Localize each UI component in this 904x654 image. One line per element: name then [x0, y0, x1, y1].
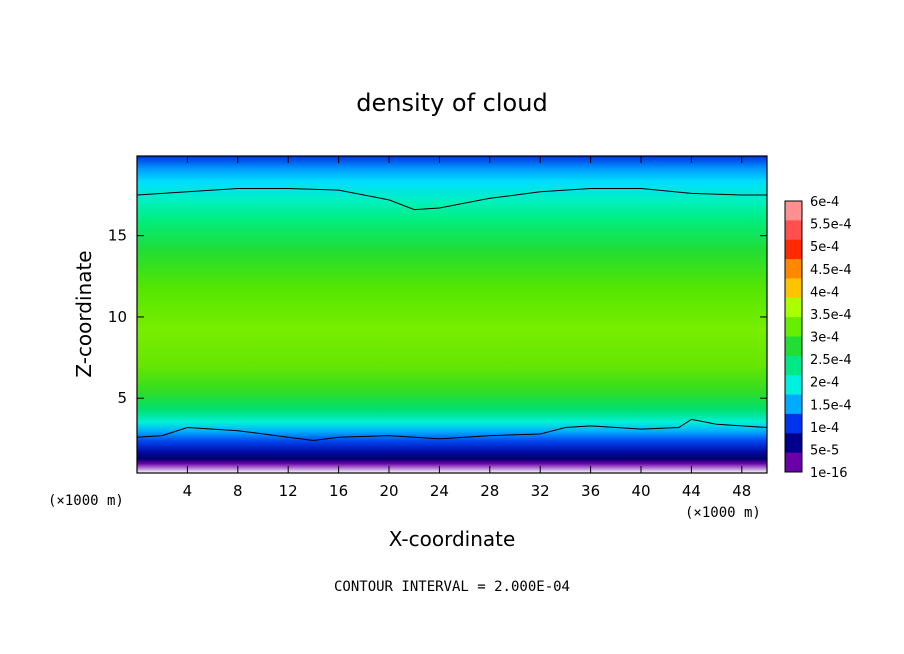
y-tick-label: 5	[117, 389, 127, 407]
x-unit-left: (×1000 m)	[48, 493, 124, 509]
colorbar-swatch	[785, 394, 802, 415]
colorbar: 6e-4 5.5e-4 5e-4 4.5e-4 4e-4 3.5e-4 3e-4 2.5e-4…	[784, 195, 852, 481]
x-axis: 4 8 12 16 20 24 28 32 36 40 44 48	[183, 156, 751, 500]
contour-interval-note: CONTOUR INTERVAL = 2.000E-04	[334, 579, 570, 595]
y-tick-label: 15	[108, 227, 127, 245]
colorbar-swatch	[785, 201, 802, 221]
colorbar-swatch	[785, 259, 802, 279]
chart-title: density of cloud	[356, 89, 547, 117]
colorbar-label: 4.5e-4	[810, 263, 852, 278]
density-minimum-top	[315, 156, 475, 186]
colorbar-swatch	[785, 297, 802, 318]
x-tick-label: 16	[329, 482, 348, 500]
colorbar-swatch	[785, 375, 802, 396]
y-tick-label: 10	[108, 308, 127, 326]
colorbar-label: 1.5e-4	[810, 398, 852, 413]
colorbar-swatch	[785, 278, 802, 299]
contour-lines	[137, 188, 767, 442]
y-axis-label: Z-coordinate	[72, 250, 96, 377]
colorbar-label: 5e-5	[810, 443, 839, 458]
x-unit-right: (×1000 m)	[685, 505, 761, 521]
x-tick-label: 36	[581, 482, 600, 500]
x-tick-label: 20	[379, 482, 398, 500]
x-tick-label: 48	[732, 482, 751, 500]
x-tick-label: 32	[531, 482, 550, 500]
x-tick-label: 24	[430, 482, 449, 500]
colorbar-label: 1e-16	[810, 466, 848, 481]
colorbar-label: 2.5e-4	[810, 353, 852, 368]
plot-frame	[136, 155, 768, 474]
colorbar-swatch	[785, 355, 802, 376]
y-axis: 5 10 15	[108, 227, 767, 407]
x-tick-label: 28	[480, 482, 499, 500]
colorbar-label: 3.5e-4	[810, 308, 852, 323]
contour-line-1	[137, 188, 767, 211]
colorbar-swatch	[785, 452, 802, 473]
colorbar-label: 1e-4	[810, 421, 839, 436]
colorbar-label: 6e-4	[810, 195, 839, 210]
density-field	[137, 156, 767, 473]
contour-line-2	[137, 418, 767, 442]
x-tick-label: 40	[631, 482, 650, 500]
x-axis-label: X-coordinate	[389, 527, 516, 551]
colorbar-swatch	[785, 239, 802, 260]
colorbar-label: 3e-4	[810, 331, 839, 346]
colorbar-swatch	[785, 317, 802, 337]
x-tick-label: 44	[682, 482, 701, 500]
colorbar-frame	[784, 200, 803, 473]
x-tick-label: 4	[183, 482, 193, 500]
colorbar-label: 4e-4	[810, 285, 839, 300]
colorbar-swatch	[785, 220, 802, 241]
colorbar-swatch	[785, 336, 802, 357]
colorbar-swatch	[785, 413, 802, 434]
x-tick-label: 8	[233, 482, 243, 500]
colorbar-label: 2e-4	[810, 376, 839, 391]
colorbar-label: 5.5e-4	[810, 218, 852, 233]
plot-area	[137, 156, 767, 473]
colorbar-swatch	[785, 433, 802, 454]
colorbar-label: 5e-4	[810, 240, 839, 255]
x-tick-label: 12	[279, 482, 298, 500]
